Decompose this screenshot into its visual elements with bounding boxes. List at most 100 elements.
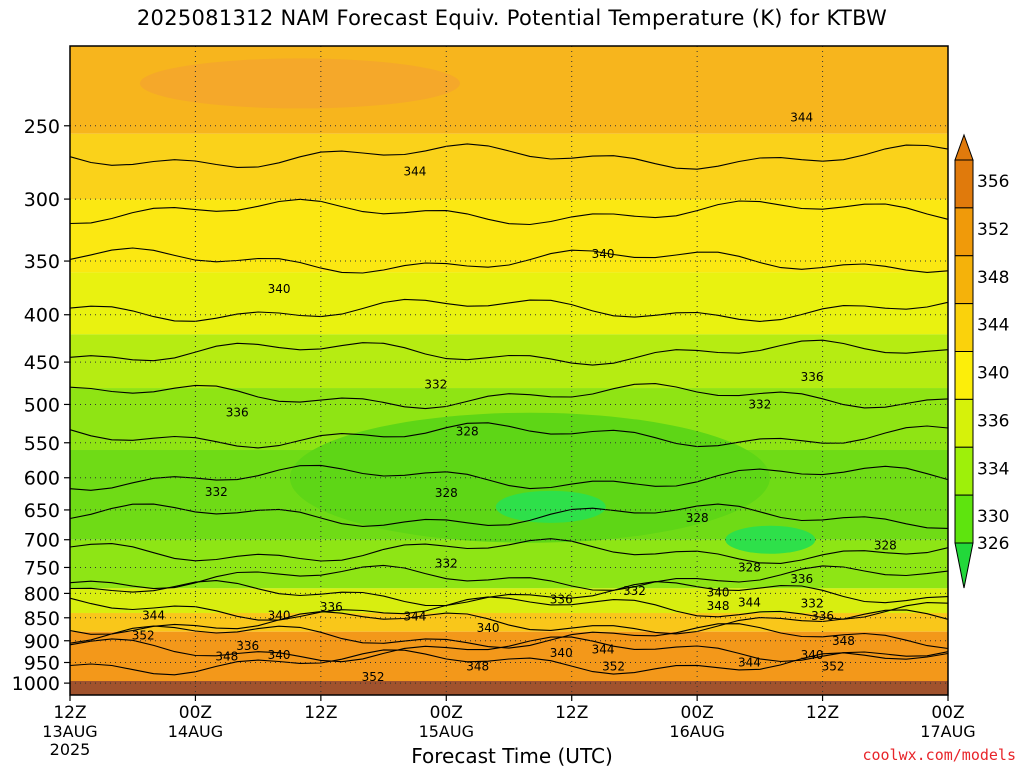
contour-line-1	[69, 198, 949, 226]
x-tick-label: 12Z	[53, 703, 86, 723]
contour-label: 340	[550, 646, 573, 660]
contour-label: 332	[748, 397, 771, 411]
contour-label: 336	[550, 592, 573, 606]
colorbar-segment	[954, 159, 974, 209]
contour-label: 348	[466, 660, 489, 674]
colorbar-segment	[954, 351, 974, 400]
y-tick-label: 700	[24, 530, 60, 552]
y-tick-label: 900	[24, 631, 60, 653]
x-tick-label: 00Z	[430, 703, 463, 723]
contour-label: 332	[424, 378, 447, 392]
contour-label: 336	[320, 600, 343, 614]
contour-label: 344	[592, 643, 615, 657]
colorbar-label: 336	[977, 411, 1009, 431]
contour-line-6	[69, 422, 949, 449]
y-tick-label: 800	[24, 583, 60, 605]
contour-label: 332	[205, 485, 228, 499]
contour-label: 336	[801, 370, 824, 384]
contour-line-11	[69, 580, 949, 607]
x-axis-title: Forecast Time (UTC)	[411, 744, 613, 768]
contour-label: 340	[592, 247, 615, 261]
colorbar-segment	[954, 303, 974, 352]
y-tick-label: 1000	[12, 673, 60, 695]
field-band-8	[70, 588, 948, 614]
x-tick-label: 00Z	[931, 703, 964, 723]
contour-line-4	[69, 339, 949, 366]
credit-text: coolwx.com/models	[862, 746, 1016, 764]
x-tick-date: 16AUG	[669, 722, 724, 741]
x-tick-label: 00Z	[681, 703, 714, 723]
contour-label: 336	[236, 639, 259, 653]
contour-label: 328	[456, 425, 479, 439]
contour-label: 340	[477, 621, 500, 635]
contour-label: 344	[790, 111, 813, 125]
contour-label: 352	[132, 628, 155, 642]
colorbar-label: 330	[977, 507, 1009, 527]
x-tick-year: 2025	[50, 740, 91, 759]
y-tick-label: 600	[24, 468, 60, 490]
min-theta-blob-1	[495, 490, 606, 523]
contour-label: 344	[142, 608, 165, 622]
y-tick-label: 450	[24, 352, 60, 374]
contour-label: 340	[268, 608, 291, 622]
contour-label: 352	[602, 660, 625, 674]
contour-line-14	[69, 623, 949, 650]
contour-label: 340	[268, 282, 291, 296]
low-theta-core	[289, 412, 770, 543]
y-tick-label: 750	[24, 557, 60, 579]
contour-label: 344	[403, 164, 426, 178]
contour-line-3	[69, 298, 949, 322]
ground-strip	[70, 681, 948, 695]
colorbar-segment	[954, 207, 974, 257]
contour-label: 340	[707, 585, 730, 599]
contour-label: 348	[707, 599, 730, 613]
contour-line-10	[69, 564, 949, 591]
y-tick-label: 650	[24, 500, 60, 522]
x-tick-label: 12Z	[555, 703, 588, 723]
contour-label: 344	[738, 595, 761, 609]
contour-line-15	[69, 636, 949, 663]
contour-label: 328	[435, 486, 458, 500]
x-tick-date: 15AUG	[419, 722, 474, 741]
y-tick-label: 400	[24, 305, 60, 327]
high-theta-top	[139, 58, 460, 109]
y-tick-label: 500	[24, 394, 60, 416]
y-tick-label: 300	[24, 189, 60, 211]
colorbar-segment	[954, 446, 974, 496]
contour-label: 348	[215, 650, 238, 664]
contour-label: 352	[362, 670, 385, 684]
colorbar-segment	[954, 255, 974, 305]
x-tick-date: 13AUG	[42, 722, 97, 741]
colorbar-segment	[954, 398, 974, 448]
contour-label: 332	[801, 596, 824, 610]
colorbar-label: 344	[977, 316, 1009, 336]
y-tick-label: 250	[24, 116, 60, 138]
contour-label: 328	[874, 538, 897, 552]
contour-label: 340	[268, 648, 291, 662]
x-tick-date: 14AUG	[168, 722, 223, 741]
contour-line-13	[69, 609, 949, 635]
contour-label: 336	[811, 609, 834, 623]
colorbar-bottom-arrow	[954, 542, 974, 589]
contour-label: 332	[623, 584, 646, 598]
x-tick-label: 12Z	[806, 703, 839, 723]
colorbar-label: 334	[977, 459, 1009, 479]
x-tick-date: 17AUG	[920, 722, 975, 741]
contour-line-16	[69, 649, 949, 676]
contour-line-0	[69, 143, 949, 170]
contour-label: 340	[801, 648, 824, 662]
contour-label: 332	[435, 557, 458, 571]
colorbar-top-arrow	[954, 133, 974, 161]
x-tick-label: 12Z	[304, 703, 337, 723]
contour-line-7	[69, 464, 949, 491]
colorbar-label: 348	[977, 268, 1009, 288]
contour-line-8	[69, 503, 949, 529]
contour-label: 328	[686, 511, 709, 525]
contour-label: 352	[822, 660, 845, 674]
contour-label: 336	[226, 405, 249, 419]
contour-line-5	[69, 383, 949, 410]
y-tick-label: 550	[24, 433, 60, 455]
plot-frame	[69, 45, 949, 696]
